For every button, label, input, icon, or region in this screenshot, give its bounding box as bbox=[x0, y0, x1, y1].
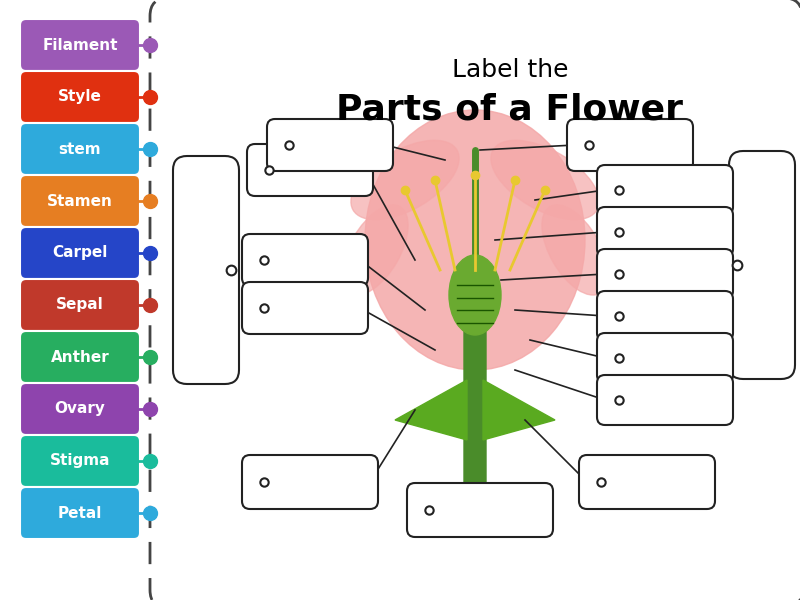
Text: Ovary: Ovary bbox=[54, 401, 106, 416]
FancyBboxPatch shape bbox=[407, 483, 553, 537]
Text: Label the: Label the bbox=[452, 58, 568, 82]
FancyBboxPatch shape bbox=[150, 0, 800, 600]
FancyBboxPatch shape bbox=[597, 249, 733, 299]
Text: Petal: Petal bbox=[58, 505, 102, 520]
FancyBboxPatch shape bbox=[729, 151, 795, 379]
FancyBboxPatch shape bbox=[597, 375, 733, 425]
Ellipse shape bbox=[342, 205, 408, 295]
FancyBboxPatch shape bbox=[242, 455, 378, 509]
Ellipse shape bbox=[351, 140, 459, 220]
Text: Carpel: Carpel bbox=[52, 245, 108, 260]
Text: Anther: Anther bbox=[50, 349, 110, 364]
FancyBboxPatch shape bbox=[20, 19, 140, 71]
Text: stem: stem bbox=[58, 142, 102, 157]
Text: Stamen: Stamen bbox=[47, 193, 113, 208]
Polygon shape bbox=[483, 380, 555, 440]
FancyBboxPatch shape bbox=[597, 291, 733, 341]
Text: Parts of a Flower: Parts of a Flower bbox=[337, 93, 683, 127]
FancyBboxPatch shape bbox=[20, 123, 140, 175]
Text: Filament: Filament bbox=[42, 37, 118, 52]
Ellipse shape bbox=[449, 255, 501, 335]
FancyBboxPatch shape bbox=[267, 119, 393, 171]
FancyBboxPatch shape bbox=[597, 207, 733, 257]
FancyBboxPatch shape bbox=[597, 165, 733, 215]
FancyBboxPatch shape bbox=[20, 435, 140, 487]
FancyBboxPatch shape bbox=[20, 331, 140, 383]
FancyBboxPatch shape bbox=[20, 175, 140, 227]
FancyBboxPatch shape bbox=[242, 282, 368, 334]
Text: Style: Style bbox=[58, 89, 102, 104]
FancyBboxPatch shape bbox=[567, 119, 693, 171]
Text: Sepal: Sepal bbox=[56, 298, 104, 313]
Polygon shape bbox=[395, 380, 467, 440]
FancyBboxPatch shape bbox=[242, 234, 368, 286]
Text: Stigma: Stigma bbox=[50, 454, 110, 469]
FancyBboxPatch shape bbox=[20, 279, 140, 331]
Ellipse shape bbox=[542, 205, 608, 295]
Ellipse shape bbox=[491, 140, 599, 220]
FancyBboxPatch shape bbox=[20, 383, 140, 435]
FancyBboxPatch shape bbox=[20, 227, 140, 279]
FancyBboxPatch shape bbox=[247, 144, 373, 196]
Ellipse shape bbox=[365, 110, 585, 370]
FancyBboxPatch shape bbox=[20, 71, 140, 123]
FancyBboxPatch shape bbox=[20, 487, 140, 539]
FancyBboxPatch shape bbox=[579, 455, 715, 509]
FancyBboxPatch shape bbox=[173, 156, 239, 384]
FancyBboxPatch shape bbox=[464, 307, 486, 513]
FancyBboxPatch shape bbox=[597, 333, 733, 383]
